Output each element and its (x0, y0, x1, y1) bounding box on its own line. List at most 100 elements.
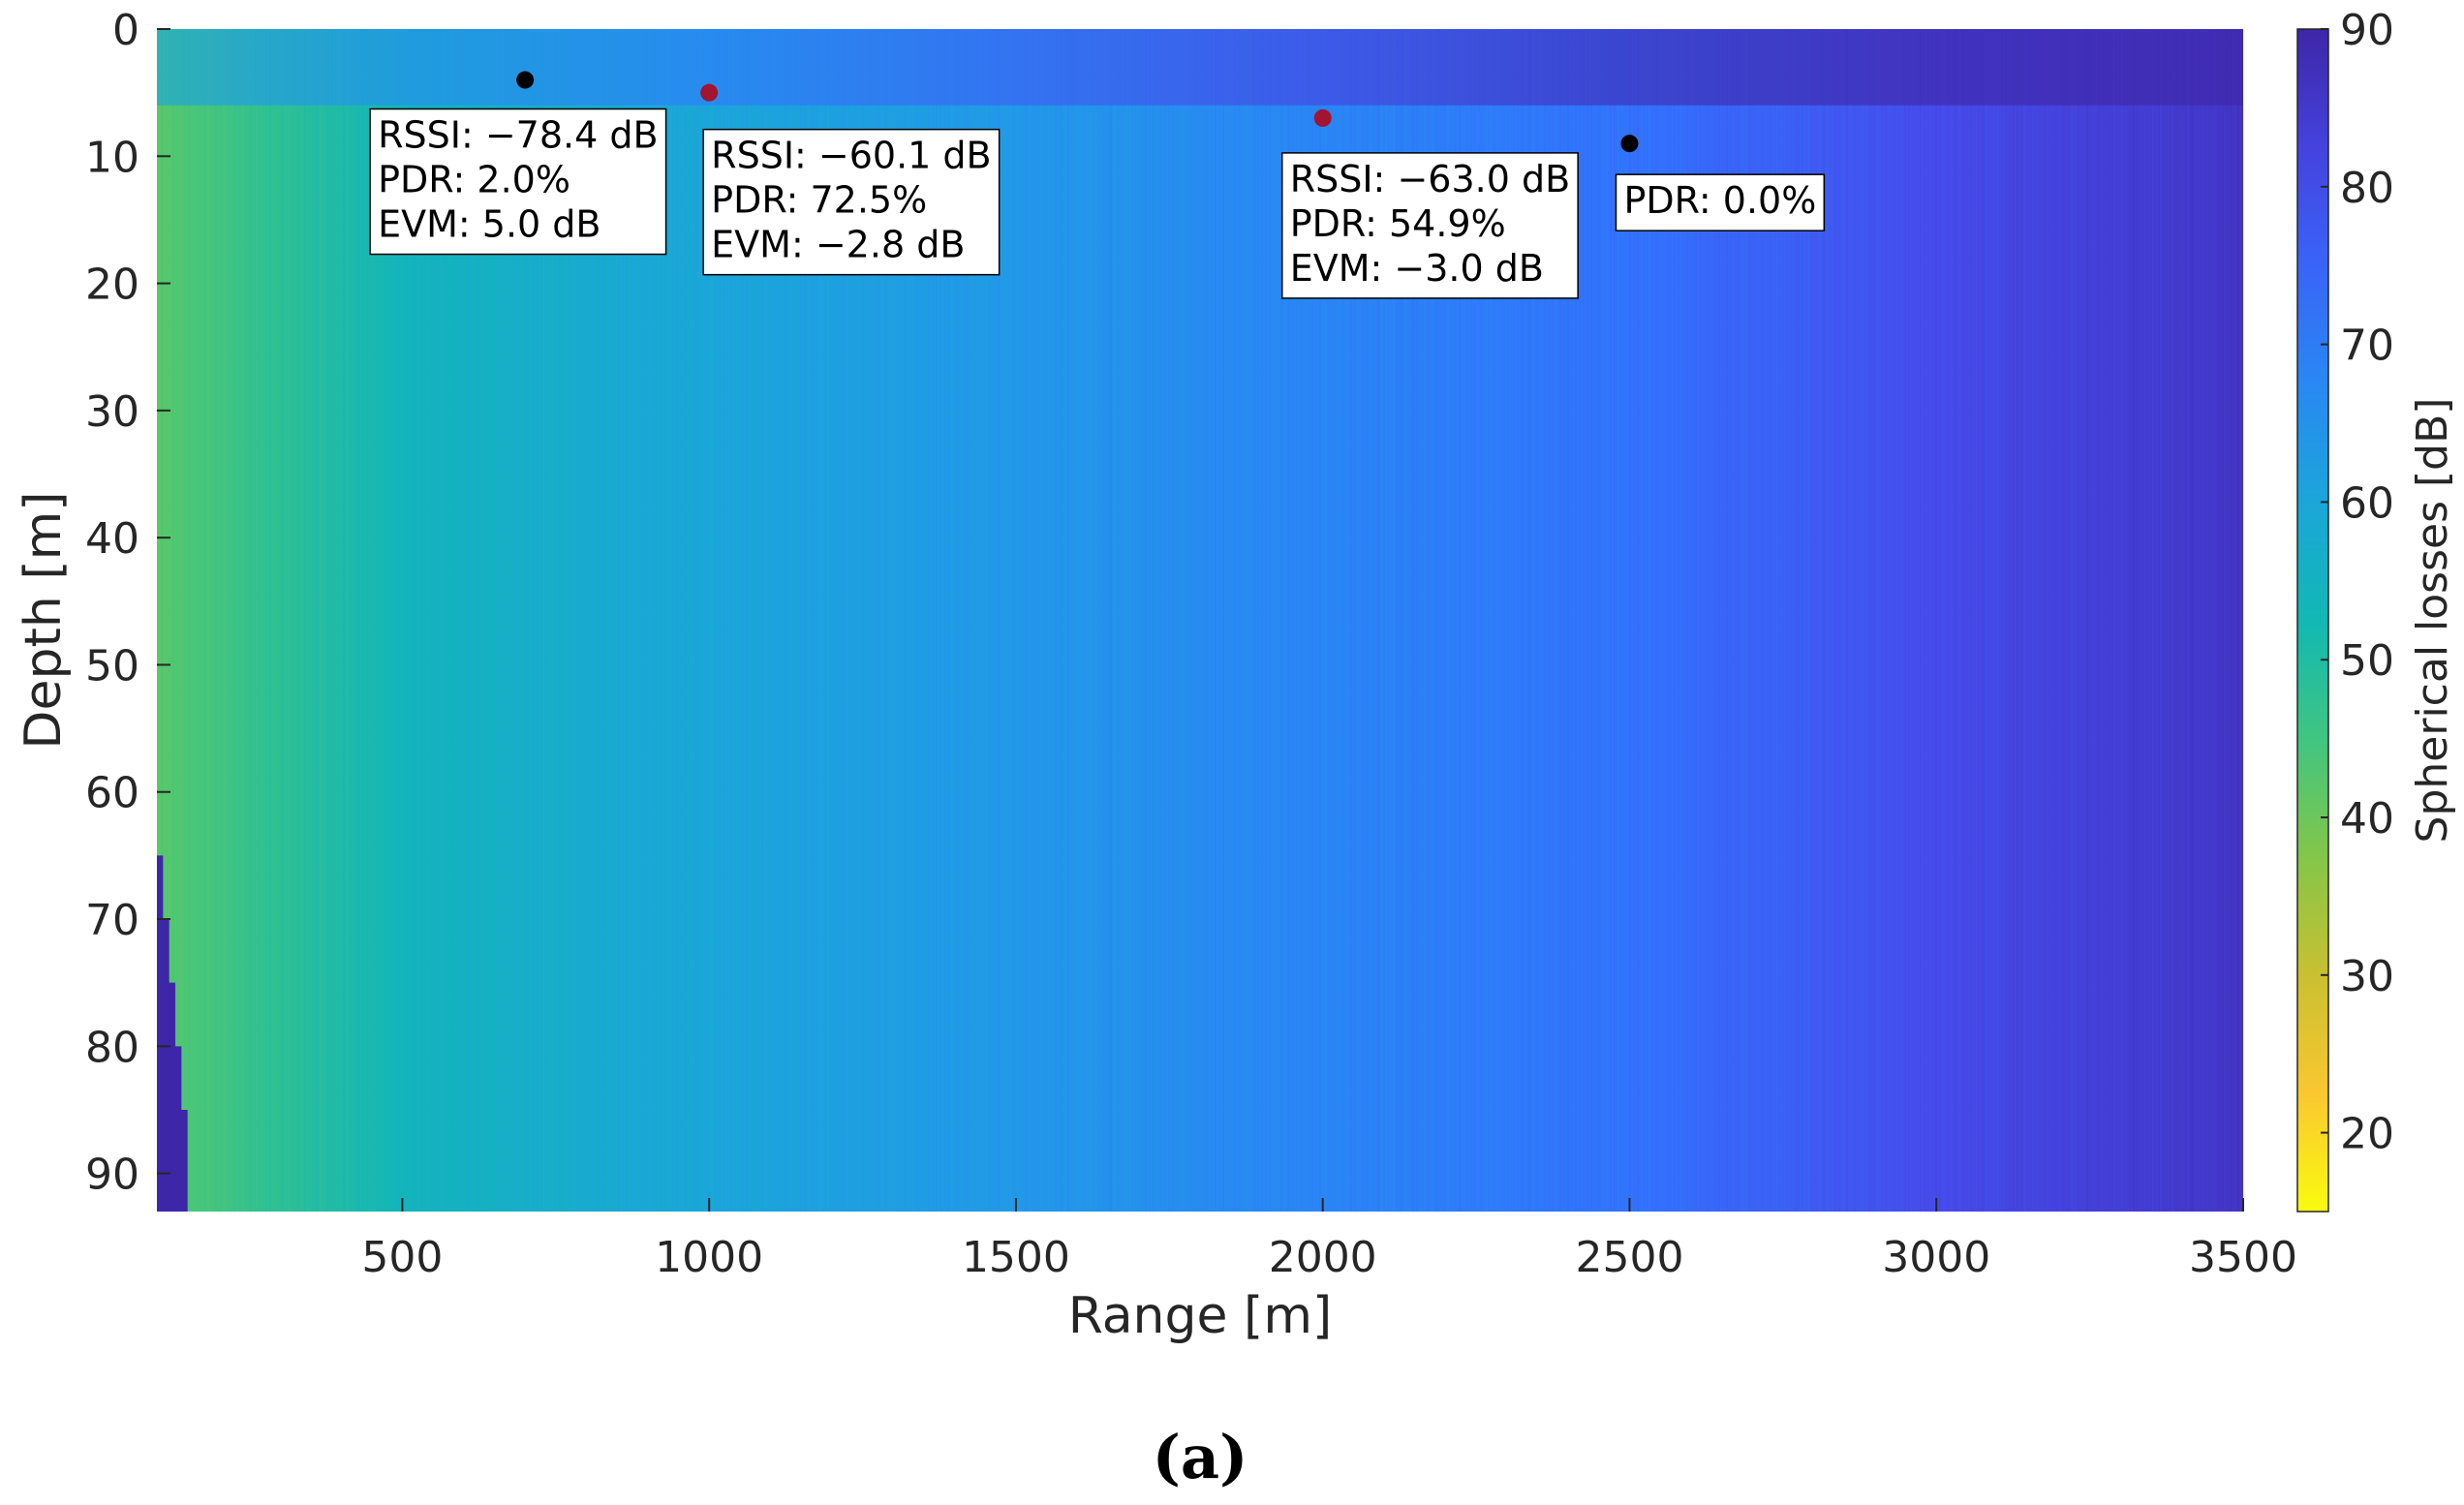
x-axis-label: Range [m] (1068, 1287, 1333, 1345)
striation (1982, 29, 1984, 1212)
striation (1633, 29, 1635, 1212)
striation (1571, 29, 1573, 1212)
striation (695, 29, 697, 1212)
striation (1226, 29, 1228, 1212)
panel-label: (a) (1153, 1422, 1248, 1492)
striation (1455, 29, 1457, 1212)
striation (1284, 29, 1286, 1212)
striation (1331, 29, 1333, 1212)
striation (835, 29, 837, 1212)
striation (1385, 29, 1387, 1212)
striation (761, 29, 763, 1212)
striation (1230, 29, 1232, 1212)
striation (1544, 29, 1546, 1212)
striation (1195, 29, 1197, 1212)
x-tick-label: 3000 (1882, 1233, 1990, 1282)
striation (2063, 29, 2065, 1212)
striation (959, 29, 961, 1212)
striation (1590, 29, 1592, 1212)
striation (858, 29, 860, 1212)
colorbar-tick-label: 80 (2340, 164, 2394, 213)
striation (1373, 29, 1375, 1212)
striation (1439, 29, 1441, 1212)
striation (668, 29, 670, 1212)
striation (548, 29, 550, 1212)
colorbar: 20 30 40 50 60 70 80 90 Spherical losses [dB] (2296, 6, 2457, 1213)
striation (2102, 29, 2104, 1212)
striation (1327, 29, 1329, 1212)
striation (1509, 29, 1511, 1212)
striation (312, 29, 314, 1212)
striation (1927, 29, 1929, 1212)
striation (1025, 29, 1027, 1212)
striation (1951, 29, 1953, 1212)
striation (1993, 29, 1995, 1212)
annotation-line: PDR: 72.5% (711, 179, 927, 222)
striation (1063, 29, 1065, 1212)
annotation-line: RSSI: −60.1 dB (711, 135, 991, 177)
striation (804, 29, 806, 1212)
striation (606, 29, 608, 1212)
striation (1253, 29, 1255, 1212)
striation (1958, 29, 1960, 1212)
striation (2183, 29, 2185, 1212)
striation (169, 29, 170, 1212)
striation (955, 29, 957, 1212)
annotation-line: EVM: −3.0 dB (1290, 247, 1544, 290)
striation (1315, 29, 1317, 1212)
striation (393, 29, 395, 1212)
striation (2202, 29, 2204, 1212)
striation (1885, 29, 1887, 1212)
striation (1606, 29, 1608, 1212)
striation (1989, 29, 1991, 1212)
measurement-point (1313, 108, 1332, 127)
striation (1598, 29, 1600, 1212)
striation (839, 29, 841, 1212)
striation (1075, 29, 1077, 1212)
striation (781, 29, 783, 1212)
striation (2218, 29, 2220, 1212)
striation (1486, 29, 1488, 1212)
striation (188, 29, 190, 1212)
striation (1563, 29, 1565, 1212)
striation (881, 29, 883, 1212)
striation (1362, 29, 1364, 1212)
striation (633, 29, 635, 1212)
striation (990, 29, 992, 1212)
striation (1525, 29, 1526, 1212)
striation (265, 29, 267, 1212)
striation (478, 29, 480, 1212)
annotation-line: EVM: 5.0 dB (378, 203, 601, 246)
striation (1397, 29, 1399, 1212)
striation (455, 29, 457, 1212)
striation (1792, 29, 1794, 1212)
striation (2094, 29, 2096, 1212)
striation (1912, 29, 1914, 1212)
x-tick-label: 3500 (2189, 1233, 2297, 1282)
striation (1602, 29, 1604, 1212)
striation (1098, 29, 1100, 1212)
striation (385, 29, 387, 1212)
striation (850, 29, 852, 1212)
striation (1741, 29, 1743, 1212)
striation (1432, 29, 1433, 1212)
striation (1191, 29, 1193, 1212)
striation (2129, 29, 2131, 1212)
striation (978, 29, 980, 1212)
striation (583, 29, 585, 1212)
striation (401, 29, 403, 1212)
striation (1978, 29, 1980, 1212)
striation (788, 29, 790, 1212)
striation (1567, 29, 1569, 1212)
striation (420, 29, 422, 1212)
striation (916, 29, 918, 1212)
measurement-point (516, 71, 535, 89)
striation (943, 29, 945, 1212)
striation (304, 29, 306, 1212)
striation (2226, 29, 2228, 1212)
striation (571, 29, 573, 1212)
striation (994, 29, 996, 1212)
striation (1277, 29, 1278, 1212)
striation (1726, 29, 1728, 1212)
striation (1831, 29, 1833, 1212)
